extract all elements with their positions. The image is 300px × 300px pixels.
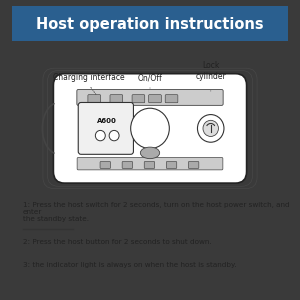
Text: 2: Press the host button for 2 seconds to shut down.: 2: Press the host button for 2 seconds t… [23, 239, 212, 245]
FancyBboxPatch shape [12, 6, 288, 40]
Ellipse shape [140, 147, 160, 159]
Text: 3: the indicator light is always on when the host is standby.: 3: the indicator light is always on when… [23, 262, 236, 268]
FancyBboxPatch shape [165, 95, 178, 103]
Text: Host operation instructions: Host operation instructions [36, 17, 264, 32]
FancyBboxPatch shape [53, 74, 247, 183]
Text: Lock
cylinder: Lock cylinder [195, 61, 226, 81]
FancyBboxPatch shape [148, 95, 161, 103]
Ellipse shape [131, 108, 169, 148]
FancyBboxPatch shape [188, 161, 199, 168]
Text: On/Off: On/Off [138, 73, 162, 82]
FancyBboxPatch shape [100, 161, 110, 168]
Circle shape [203, 120, 218, 136]
FancyBboxPatch shape [122, 161, 133, 168]
Circle shape [109, 130, 119, 141]
Circle shape [95, 130, 105, 141]
FancyBboxPatch shape [144, 161, 155, 168]
Text: 1: Press the host switch for 2 seconds, turn on the host power switch, and enter: 1: Press the host switch for 2 seconds, … [23, 202, 290, 222]
Text: Charging interface: Charging interface [53, 73, 125, 82]
Text: A600: A600 [97, 118, 117, 124]
FancyBboxPatch shape [77, 89, 223, 105]
Circle shape [197, 115, 224, 142]
FancyBboxPatch shape [88, 95, 100, 103]
FancyBboxPatch shape [77, 158, 223, 170]
FancyBboxPatch shape [132, 95, 145, 103]
FancyBboxPatch shape [110, 95, 123, 103]
FancyBboxPatch shape [78, 103, 134, 154]
FancyBboxPatch shape [166, 161, 177, 168]
